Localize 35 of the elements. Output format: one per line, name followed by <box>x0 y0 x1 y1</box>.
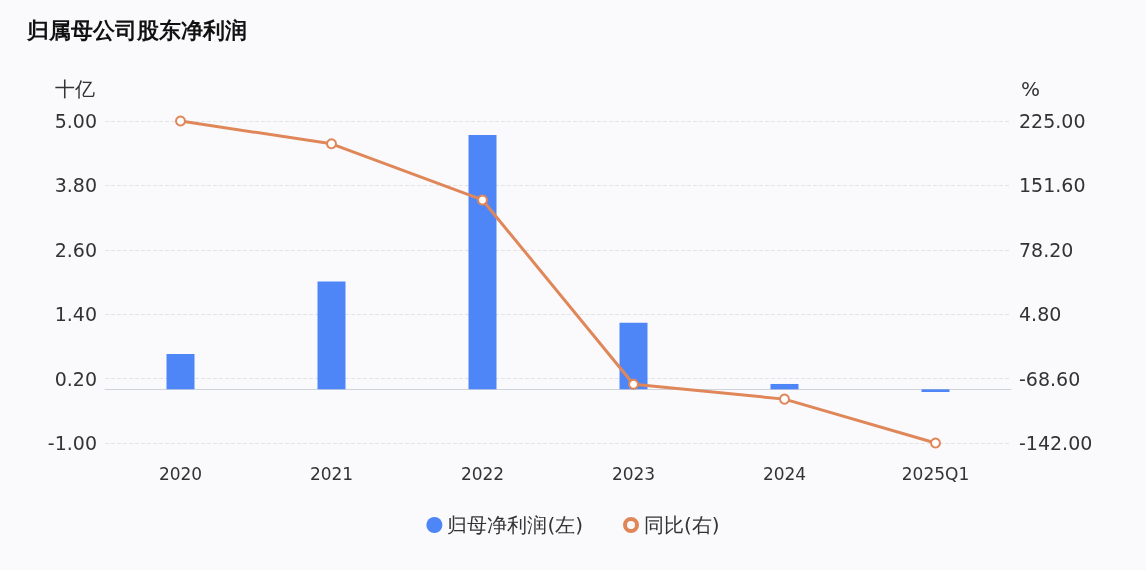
x-tick-label: 2022 <box>460 463 505 484</box>
chart-title: 归属母公司股东净利润 <box>26 17 247 43</box>
y2-tick-label: 225.00 <box>1019 110 1086 132</box>
point <box>175 115 186 127</box>
x-tick-label: 2024 <box>762 463 807 484</box>
y2-tick-label: 78.20 <box>1019 238 1074 261</box>
y-tick-label: 3.80 <box>54 174 97 197</box>
bar <box>921 389 950 393</box>
y2-tick-label: -68.60 <box>1019 367 1081 390</box>
bar <box>770 383 799 390</box>
point <box>628 378 639 390</box>
bar <box>619 322 648 390</box>
legend-label: 同比(右) <box>644 513 720 537</box>
y2-axis-title: % <box>1021 77 1041 101</box>
point <box>326 138 337 150</box>
y-tick-label: 5.00 <box>54 110 97 132</box>
x-tick-label: 2023 <box>611 463 656 484</box>
y-tick-label: 1.40 <box>54 303 97 326</box>
point <box>930 437 941 449</box>
y-tick-label: -1.00 <box>47 432 97 454</box>
y-tick-label: 0.20 <box>54 367 97 390</box>
bar <box>166 353 195 390</box>
y-axis-title: 十亿 <box>55 77 95 101</box>
bar <box>317 281 346 390</box>
x-tick-label: 2025Q1 <box>901 463 970 484</box>
y2-tick-label: 4.80 <box>1019 303 1062 326</box>
x-tick-label: 2021 <box>309 463 354 484</box>
y2-tick-label: 151.60 <box>1019 174 1086 197</box>
point <box>779 393 790 405</box>
y-tick-label: 2.60 <box>54 238 97 261</box>
x-tick-label: 2020 <box>158 463 203 484</box>
point <box>477 194 488 206</box>
bar <box>468 134 497 390</box>
y2-tick-label: -142.00 <box>1019 432 1093 454</box>
legend-label: 归母净利润(左) <box>447 513 583 537</box>
